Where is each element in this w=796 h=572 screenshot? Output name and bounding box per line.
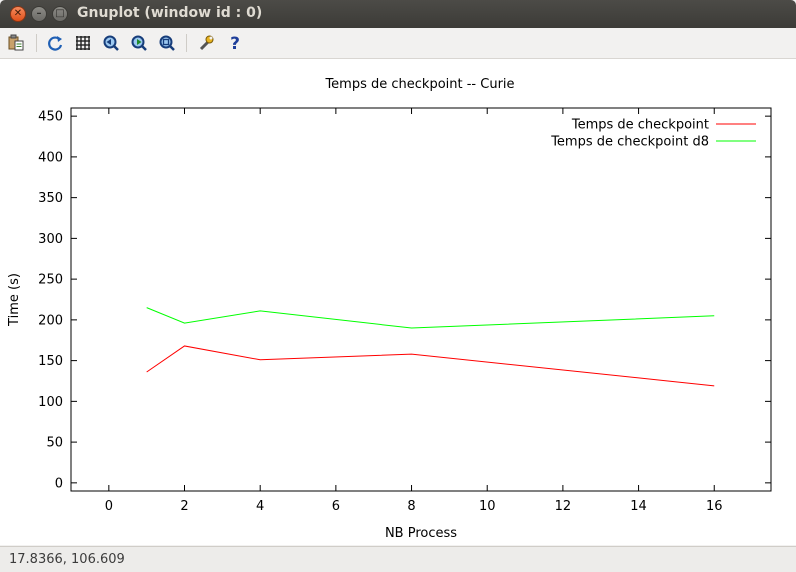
plot-canvas[interactable]: Temps de checkpoint -- Curie 0 50 100 150 20… xyxy=(0,59,796,545)
x-axis-label: NB Process xyxy=(385,526,457,541)
axis-ticks: 0 50 100 150 200 250 300 350 400 450 0 2 4 6 8 10 12 14 16 xyxy=(38,108,771,514)
x-tick-label: 4 xyxy=(256,499,264,514)
x-tick-label: 6 xyxy=(332,499,340,514)
chart-title: Temps de checkpoint -- Curie xyxy=(324,77,514,92)
x-tick-label: 16 xyxy=(706,499,723,514)
copy-to-clipboard-icon xyxy=(8,34,24,51)
y-tick-label: 0 xyxy=(55,476,63,491)
toolbar: ? xyxy=(0,28,796,59)
maximize-window-button[interactable]: □ xyxy=(52,6,68,22)
grid-button[interactable] xyxy=(73,33,93,53)
zoom-next-icon xyxy=(131,35,147,51)
y-tick-label: 400 xyxy=(38,150,63,165)
replot-button[interactable] xyxy=(45,33,65,53)
configure-button[interactable] xyxy=(196,33,216,53)
help-icon: ? xyxy=(230,34,240,52)
svg-text:?: ? xyxy=(230,34,240,52)
x-tick-label: 12 xyxy=(555,499,572,514)
y-tick-label: 150 xyxy=(38,354,63,369)
status-bar: 17.8366, 106.609 xyxy=(0,546,796,572)
autoscale-button[interactable] xyxy=(157,33,177,53)
y-axis-label: Time (s) xyxy=(7,273,22,327)
replot-icon xyxy=(48,36,63,51)
y-tick-label: 350 xyxy=(38,191,63,206)
grid-icon xyxy=(76,36,90,50)
x-tick-label: 0 xyxy=(105,499,113,514)
zoom-previous-icon xyxy=(103,35,119,51)
help-button[interactable]: ? xyxy=(225,33,245,53)
series-line xyxy=(146,345,715,387)
cursor-coordinates: 17.8366, 106.609 xyxy=(9,552,125,567)
close-window-button[interactable]: ✕ xyxy=(10,6,26,22)
y-tick-label: 450 xyxy=(38,110,63,125)
line-chart: Temps de checkpoint -- Curie 05010015020… xyxy=(7,77,772,541)
legend-label: Temps de checkpoint d8 xyxy=(550,135,709,150)
legend: Temps de checkpoint Temps de checkpoint d… xyxy=(550,118,756,150)
autoscale-icon xyxy=(159,35,175,51)
zoom-previous-button[interactable] xyxy=(101,33,121,53)
zoom-next-button[interactable] xyxy=(129,33,149,53)
minimize-window-button[interactable]: – xyxy=(31,6,47,22)
plot-frame xyxy=(70,107,772,492)
y-tick-label: 200 xyxy=(38,313,63,328)
configure-icon xyxy=(199,35,214,51)
series-line xyxy=(146,307,715,329)
y-tick-label: 250 xyxy=(38,273,63,288)
copy-to-clipboard-button[interactable] xyxy=(6,33,26,53)
y-tick-label: 50 xyxy=(46,436,63,451)
title-bar[interactable]: ✕ – □ Gnuplot (window id : 0) xyxy=(0,0,796,28)
x-tick-label: 10 xyxy=(479,499,496,514)
legend-label: Temps de checkpoint xyxy=(571,118,709,133)
y-tick-label: 300 xyxy=(38,232,63,247)
x-tick-label: 8 xyxy=(407,499,415,514)
series-lines xyxy=(146,307,715,387)
window-title: Gnuplot (window id : 0) xyxy=(77,5,263,21)
x-tick-label: 14 xyxy=(630,499,647,514)
y-tick-label: 100 xyxy=(38,395,63,410)
toolbar-separator xyxy=(186,34,187,52)
x-tick-label: 2 xyxy=(180,499,188,514)
toolbar-separator xyxy=(36,34,37,52)
